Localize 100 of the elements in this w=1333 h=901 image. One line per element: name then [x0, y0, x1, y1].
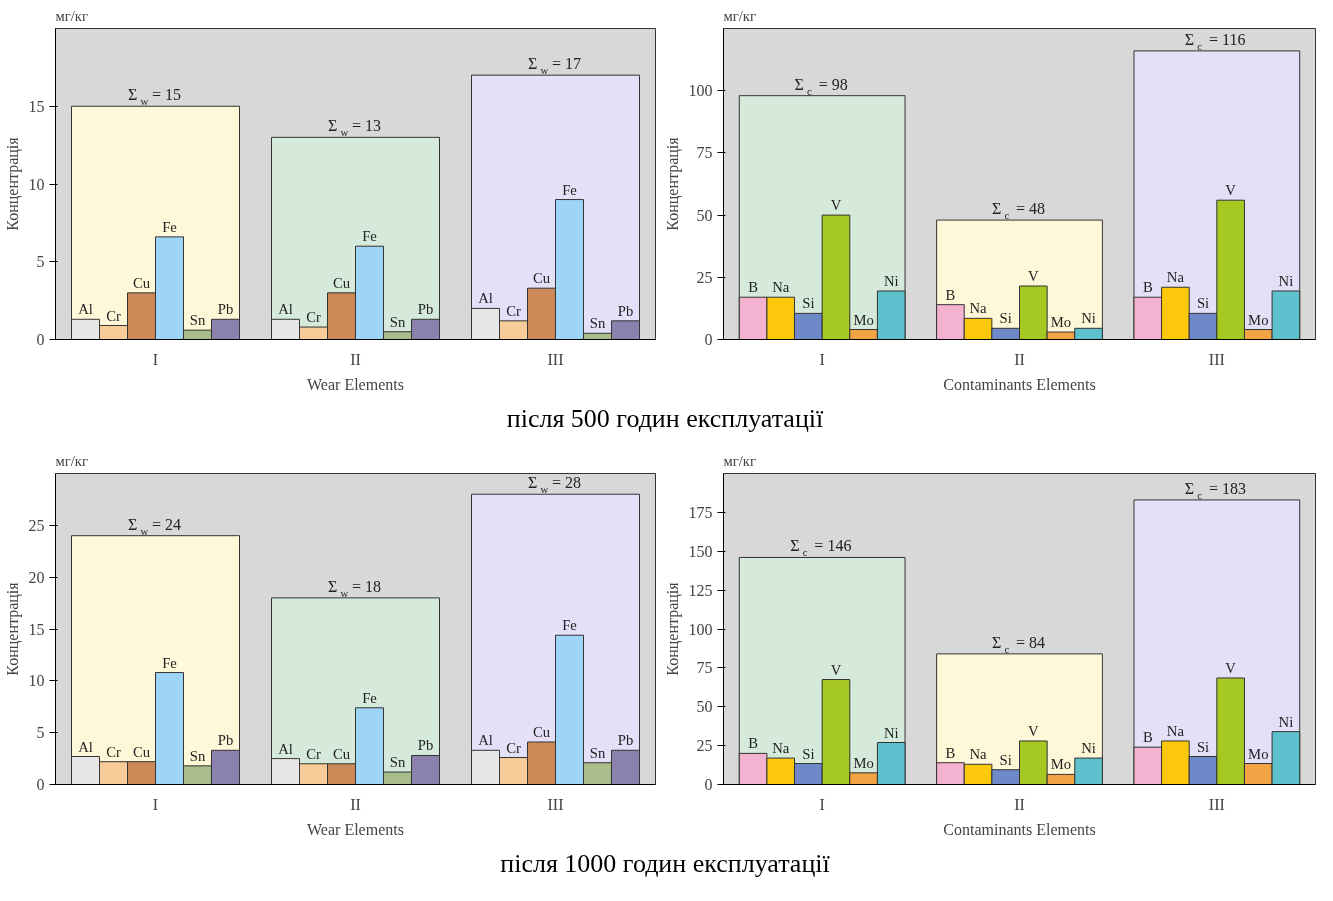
series-label: Pb: [217, 301, 234, 318]
text: мг/кг: [723, 452, 756, 469]
text: Cu: [332, 745, 351, 762]
text: Al: [278, 301, 293, 318]
text: Cr: [306, 309, 321, 326]
series-label: Pb: [217, 732, 234, 749]
text: Sn: [389, 754, 406, 771]
y-tick-label: 15: [28, 620, 45, 638]
text: B: [945, 744, 956, 761]
series-label: Sn: [189, 747, 206, 764]
text: Na: [969, 300, 987, 317]
series-label: Si: [802, 745, 815, 762]
y-tick-label: 25: [696, 737, 713, 755]
series-label: B: [748, 279, 759, 296]
text: Cu: [532, 724, 551, 740]
series-label: Mo: [853, 754, 874, 771]
text: мг/кг: [55, 452, 88, 469]
text: Mo: [1050, 756, 1072, 773]
y-tick-label: 125: [688, 581, 713, 599]
x-axis-title: Wear Elements: [307, 375, 404, 393]
text: Sn: [589, 315, 606, 332]
text: V: [1225, 659, 1236, 676]
series-label: B: [748, 735, 759, 752]
x-tick-label: II: [350, 795, 361, 813]
y-tick-label: 15: [28, 97, 45, 115]
series-label: Ni: [883, 724, 899, 741]
y-tick-label: 50: [696, 698, 713, 716]
x-tick-label: II: [1014, 795, 1025, 813]
y-axis-title: Концентрація: [663, 581, 682, 676]
text: Al: [478, 732, 493, 749]
y-tick-label: 150: [688, 542, 713, 560]
y-tick-label: 10: [28, 175, 45, 193]
text: Fe: [362, 689, 377, 706]
text: B: [1142, 729, 1153, 746]
y-tick-label: 175: [688, 503, 713, 521]
text: B: [945, 286, 956, 303]
y-tick-label: 100: [688, 620, 713, 638]
text: Na: [969, 746, 987, 763]
x-tick-label: I: [819, 350, 825, 368]
series-label: Cu: [132, 274, 151, 291]
text: Sn: [589, 744, 606, 761]
text: Cu: [332, 274, 351, 291]
x-tick-label: III: [1208, 795, 1225, 813]
text: мг/кг: [55, 7, 88, 24]
text: Si: [999, 310, 1012, 327]
text: Cr: [306, 745, 321, 762]
text: Ni: [1278, 713, 1294, 730]
text: Si: [999, 751, 1012, 768]
data-label: Σc = 116: [1184, 30, 1246, 52]
series-label: Fe: [162, 218, 177, 235]
text: Pb: [617, 302, 634, 319]
y-tick-label: 0: [704, 331, 713, 348]
text: Cr: [506, 302, 521, 319]
series-label: Al: [78, 301, 93, 318]
text: Si: [1196, 295, 1210, 312]
y-tick-label: 10: [28, 672, 45, 690]
x-tick-label: III: [547, 795, 564, 813]
series-label: V: [830, 661, 842, 678]
y-tick-label: 75: [696, 144, 713, 162]
x-axis-title: Wear Elements: [307, 820, 404, 838]
y-tick-label: 100: [688, 82, 713, 100]
series-label: Na: [772, 740, 790, 757]
text: Fe: [562, 181, 577, 198]
y-tick-label: 25: [696, 268, 713, 286]
text: Ni: [1278, 272, 1294, 289]
text: Fe: [362, 228, 377, 245]
x-tick-label: II: [350, 350, 361, 368]
text: Mo: [1248, 745, 1269, 762]
text: Cu: [532, 270, 551, 287]
text: Na: [1166, 269, 1184, 286]
x-tick-label: I: [819, 795, 825, 813]
text: Mo: [1248, 311, 1269, 328]
y-axis-title: Концентрація: [663, 136, 682, 231]
text: Ni: [1081, 740, 1096, 757]
x-tick-label: III: [1208, 350, 1225, 368]
y-tick-label: 5: [36, 724, 45, 742]
series-label: Fe: [162, 654, 177, 671]
text: Pb: [417, 301, 434, 318]
y-tick-label: 0: [36, 776, 45, 793]
data-label: Σc = 183: [1184, 479, 1247, 501]
series-label: Cr: [106, 743, 121, 760]
text: Pb: [417, 737, 434, 754]
y-tick-label: 5: [36, 253, 45, 271]
x-axis-title: Contaminants Elements: [943, 375, 1096, 393]
y-tick-label: 75: [696, 659, 713, 677]
x-tick-label: I: [152, 795, 159, 813]
text: Si: [1196, 738, 1210, 755]
x-axis-title: Contaminants Elements: [943, 820, 1096, 838]
series-label: Si: [802, 295, 815, 312]
text: Mo: [1050, 314, 1072, 331]
y-axis-title: Концентрація: [3, 136, 22, 231]
series-label: V: [830, 197, 842, 214]
y-tick-label: 0: [36, 331, 45, 348]
text: Cr: [506, 739, 521, 756]
text: після 500 годин експлуатації: [506, 403, 824, 435]
text: B: [1142, 279, 1153, 296]
text: Al: [478, 290, 493, 307]
series-label: Al: [78, 738, 93, 755]
series-label: Cu: [132, 743, 151, 760]
x-tick-label: I: [152, 350, 159, 368]
